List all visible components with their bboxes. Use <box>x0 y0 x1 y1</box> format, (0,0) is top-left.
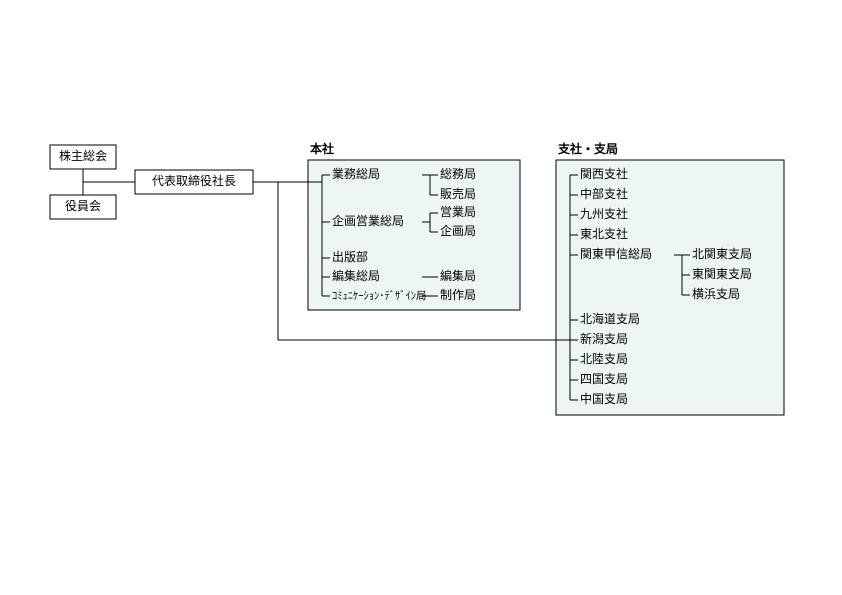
branches-item-label: 東北支社 <box>580 226 628 241</box>
hq-child-label: 制作局 <box>440 288 476 302</box>
branches-title: 支社・支局 <box>557 141 618 156</box>
hq-item-label: 企画営業総局 <box>332 213 404 228</box>
hq-item-label: 業務総局 <box>332 167 380 181</box>
branches-item-label: 新潟支局 <box>580 331 628 346</box>
branches-item-label: 北陸支局 <box>580 352 628 366</box>
hq-child-label: 企画局 <box>440 223 476 238</box>
branches-item-label: 中国支局 <box>580 391 628 406</box>
board-label: 役員会 <box>65 198 101 213</box>
branches-child-label: 東関東支局 <box>692 267 752 281</box>
branches-item-label: 四国支局 <box>580 372 628 386</box>
branches-item-label: 中部支社 <box>580 186 628 201</box>
branches-item-label: 北海道支局 <box>580 311 640 326</box>
hq-child-label: 営業局 <box>440 205 476 219</box>
hq-item-label: 編集総局 <box>332 268 380 283</box>
hq-item-label: 出版部 <box>332 249 368 264</box>
president-label: 代表取締役社長 <box>152 173 236 188</box>
shareholders-label: 株主総会 <box>59 148 107 163</box>
hq-child-label: 販売局 <box>440 186 476 201</box>
hq-child-label: 総務局 <box>440 167 476 181</box>
hq-item-label: ｺﾐｭﾆｹｰｼｮﾝ･ﾃﾞｻﾞｲﾝ局 <box>332 290 427 302</box>
branches-child-label: 北関東支局 <box>692 247 752 261</box>
hq-title: 本社 <box>310 141 334 156</box>
hq-child-label: 編集局 <box>440 268 476 283</box>
hq-group-box <box>308 160 520 310</box>
branches-item-label: 九州支社 <box>580 206 628 221</box>
org-chart: 本社業務総局 総務局販売局企画営業総局 営業局企画局出版部編集総局 編集局 ｺﾐｭﾆｹｰ… <box>0 0 842 595</box>
branches-item-label: 関西支社 <box>580 166 628 181</box>
branches-child-label: 横浜支局 <box>692 287 740 301</box>
branches-item-label: 関東甲信総局 <box>580 247 652 261</box>
